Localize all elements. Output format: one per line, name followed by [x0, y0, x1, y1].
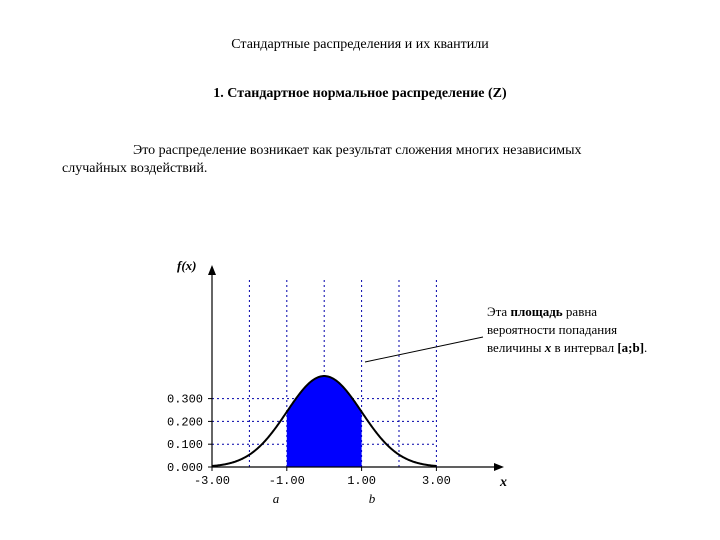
y-tick-label: 0.000: [167, 461, 203, 475]
y-tick-label: 0.300: [167, 393, 203, 407]
y-tick-label: 0.200: [167, 415, 203, 429]
annotation-line-2: вероятности попадания: [487, 322, 618, 337]
paragraph-line-2: случайных воздействий.: [62, 161, 208, 176]
y-tick-label: 0.100: [167, 438, 203, 452]
density-curve: [211, 375, 437, 467]
tick-labels: 0.000 0.100 0.200 0.300 -3.00 -1.00 1.00 3.00 f(…: [167, 258, 507, 506]
y-axis-label: f(x): [177, 258, 197, 273]
annotation-leader-line: [364, 336, 484, 363]
x-axis-arrow: [494, 463, 504, 471]
x-tick-label: 3.00: [422, 474, 451, 488]
annotation-line-1: Эта площадь равна: [487, 304, 598, 319]
annotation-line-3: величины x в интервал [a;b].: [487, 340, 648, 355]
interval-label-b: b: [369, 491, 376, 506]
y-axis-arrow: [208, 265, 216, 275]
interval-label-a: a: [273, 491, 280, 506]
paragraph-line-1: Это распределение возникает как результа…: [133, 143, 582, 158]
x-tick-label: -1.00: [269, 474, 305, 488]
shaded-area-layer: [211, 375, 437, 467]
x-axis-label: x: [499, 475, 507, 490]
shaded-probability-area: [286, 376, 362, 467]
x-tick-label: -3.00: [194, 474, 230, 488]
x-tick-label: 1.00: [347, 474, 376, 488]
section-heading: 1. Стандартное нормальное распределение …: [213, 86, 507, 101]
document-title: Стандартные распределения и их квантили: [231, 37, 489, 52]
axes: [208, 265, 504, 471]
